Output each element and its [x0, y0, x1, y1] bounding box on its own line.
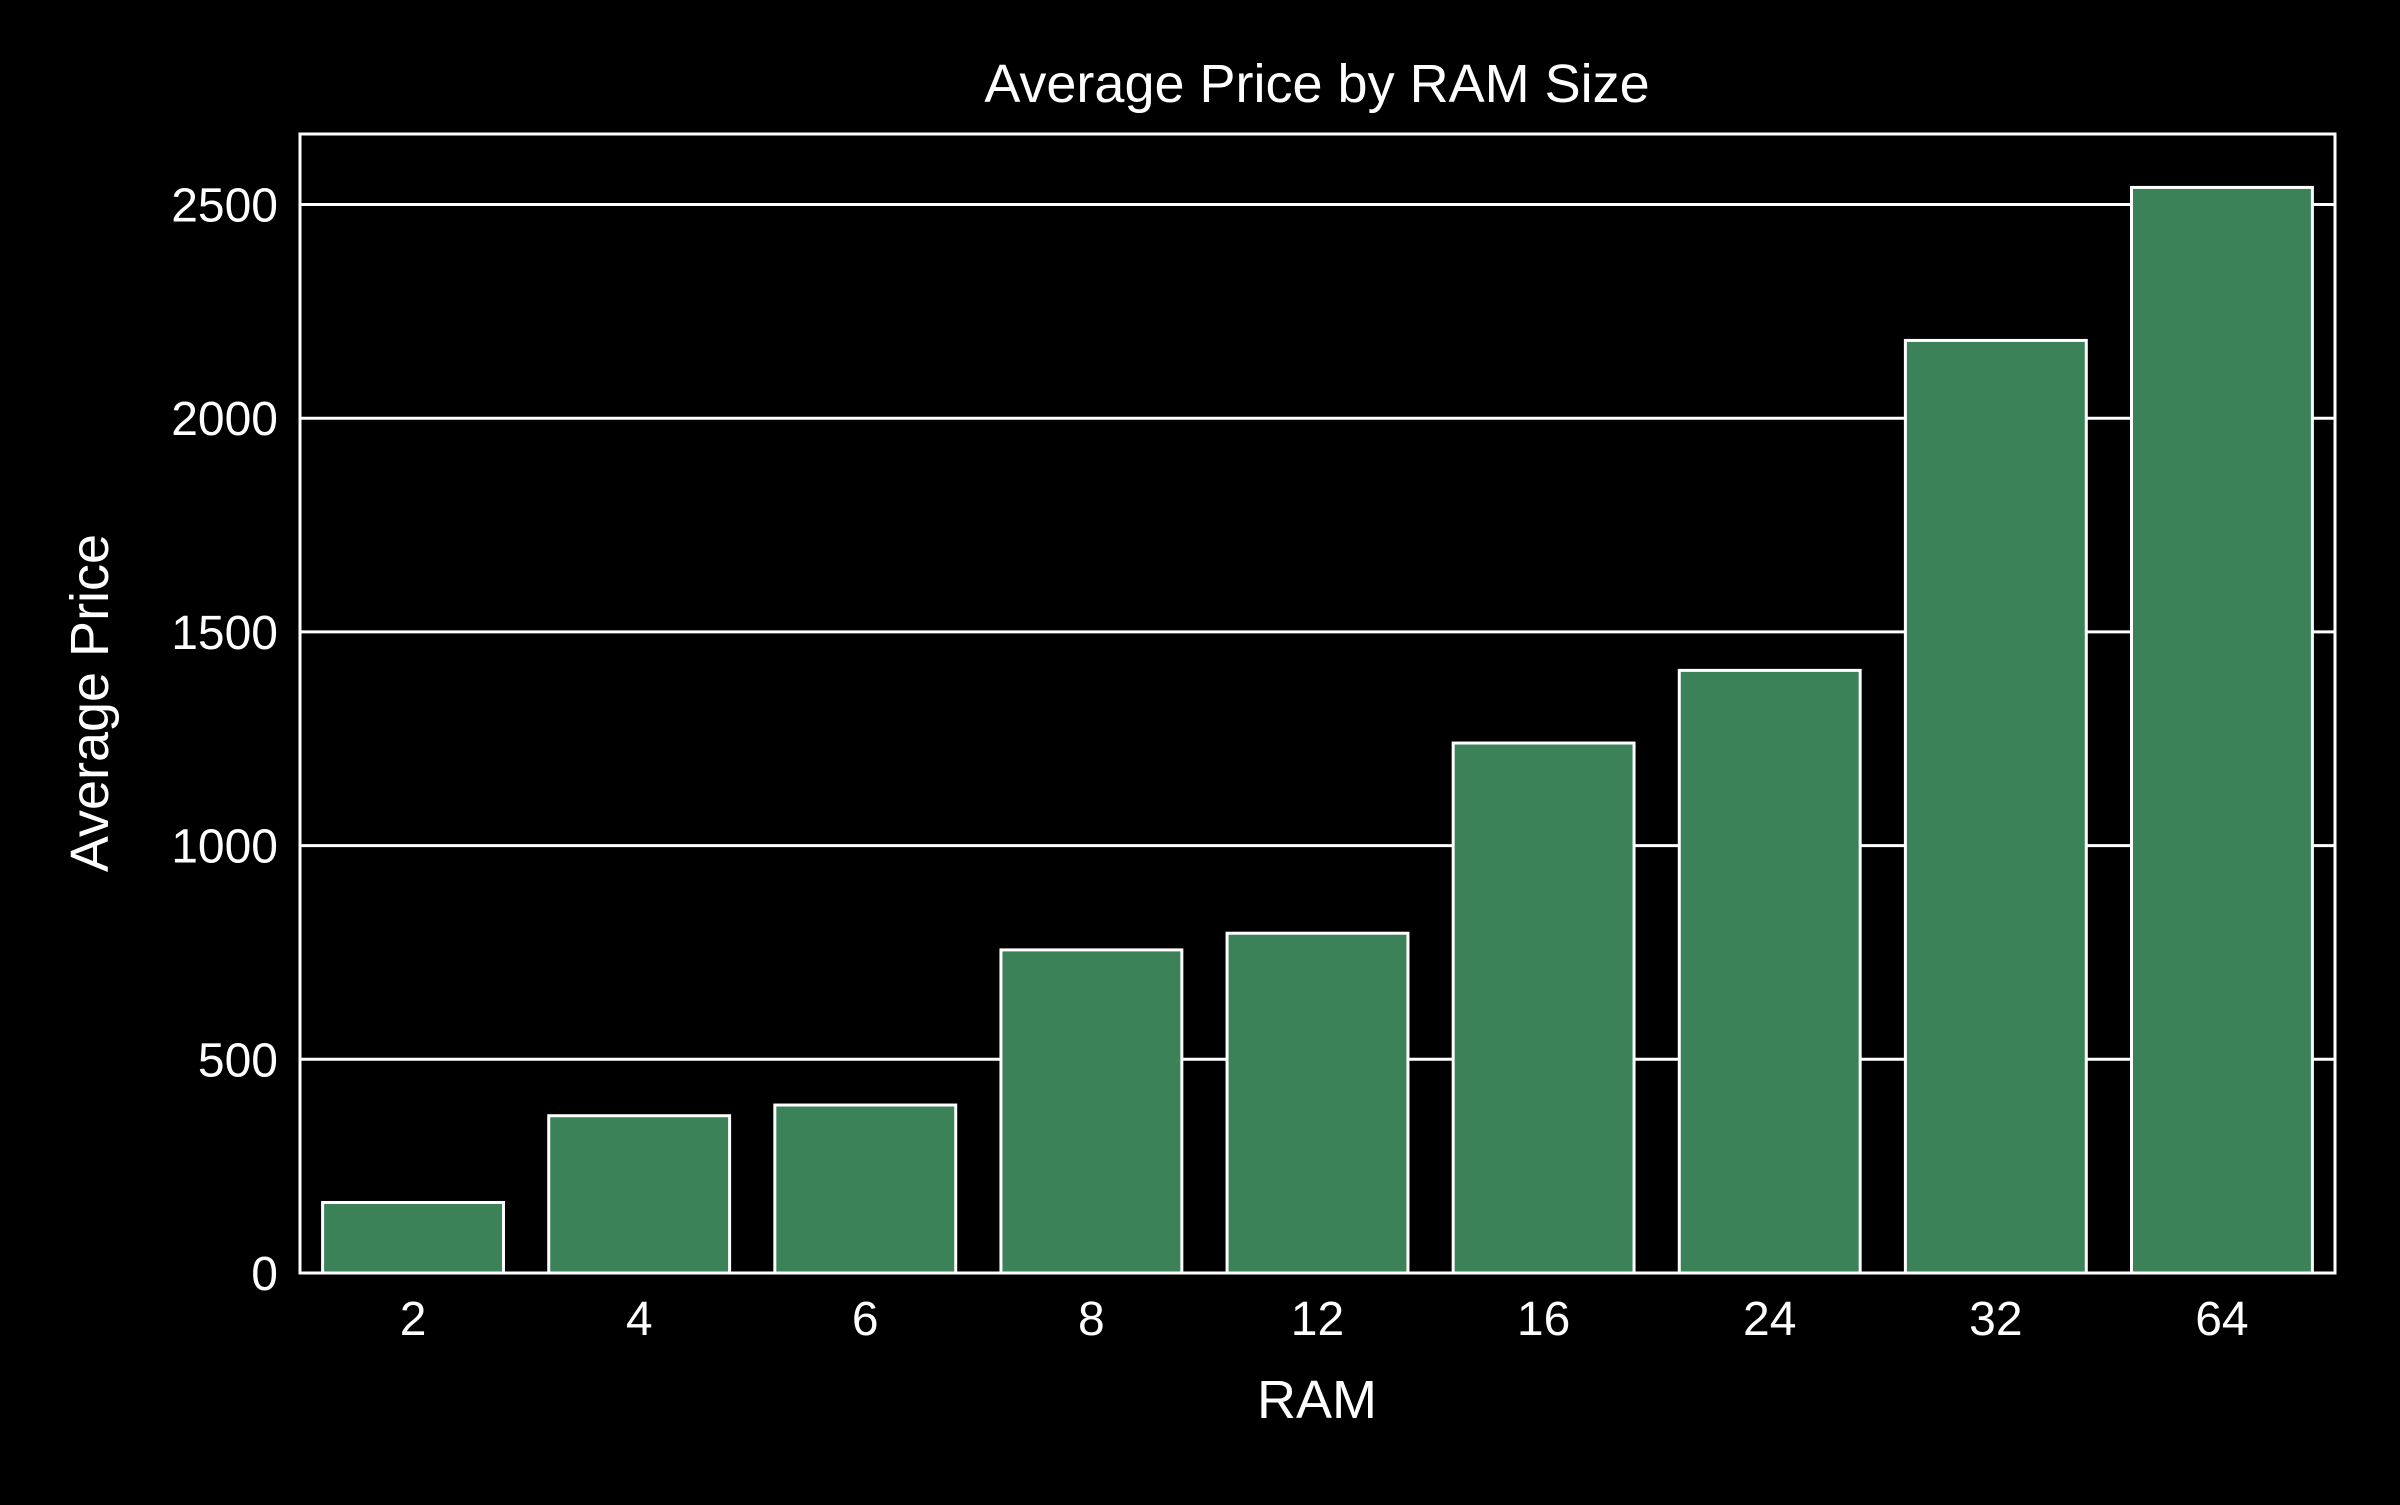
y-tick-label: 0: [251, 1248, 278, 1301]
bar-ram-24: [1677, 668, 1862, 1275]
bar-ram-64: [2130, 185, 2314, 1275]
x-tick-label: 8: [1078, 1293, 1105, 1346]
x-tick-label: 12: [1291, 1293, 1344, 1346]
bars: [321, 185, 2314, 1275]
y-tick-label: 1500: [171, 607, 278, 660]
chart-title: Average Price by RAM Size: [984, 54, 1649, 114]
x-tick-label: 4: [626, 1293, 653, 1346]
y-tick-label: 1000: [171, 821, 278, 874]
bar-ram-2: [321, 1200, 505, 1275]
y-tick-label: 2500: [171, 180, 278, 233]
bar-ram-6: [773, 1103, 958, 1275]
x-tick-label: 6: [852, 1293, 879, 1346]
x-tick-label: 32: [1969, 1293, 2022, 1346]
x-tick-label: 64: [2195, 1293, 2248, 1346]
x-tick-label: 24: [1743, 1293, 1796, 1346]
bar-ram-16: [1451, 741, 1636, 1275]
x-axis-label: RAM: [1257, 1370, 1377, 1430]
bar-ram-8: [999, 948, 1184, 1275]
plot-area-frame: [298, 132, 2337, 1275]
y-axis-label: Average Price: [60, 534, 120, 872]
y-tick-labels: 0 500 1000 1500 2000 2500: [171, 180, 278, 1301]
y-tick-label: 500: [198, 1034, 278, 1087]
bar-ram-32: [1903, 338, 2088, 1275]
bar-ram-12: [1225, 931, 1410, 1275]
bar-ram-4: [547, 1114, 732, 1275]
y-tick-label: 2000: [171, 393, 278, 446]
x-tick-labels: 2 4 6 8 12 16 24 32 64: [400, 1293, 2249, 1346]
x-tick-label: 16: [1517, 1293, 1570, 1346]
x-tick-label: 2: [400, 1293, 427, 1346]
